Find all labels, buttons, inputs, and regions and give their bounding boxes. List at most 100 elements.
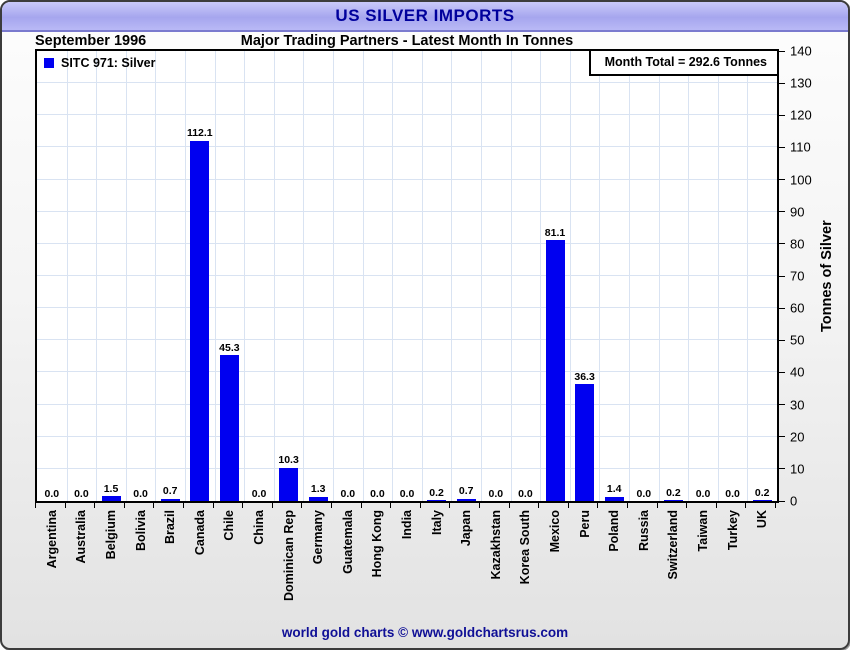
vertical-gridline [599,51,601,501]
x-tick [479,503,480,508]
x-tick [508,503,510,508]
bar [101,496,121,501]
bar-value-label: 0.0 [399,487,415,500]
bar-value-label: 0.2 [754,486,770,499]
vertical-gridline [392,51,394,501]
x-tick [301,503,303,508]
vertical-gridline [451,51,453,501]
x-axis-label-text: Korea South [518,510,533,585]
x-axis-label: Belgium [96,510,126,622]
bar-value-label: 0.0 [370,487,385,500]
vertical-gridline [303,51,305,501]
x-axis-label-text: Switzerland [666,510,681,580]
x-axis-label-text: Kazakhstan [488,510,503,580]
vertical-gridline [185,51,186,501]
x-tick [745,503,747,508]
horizontal-gridline [37,82,777,84]
x-tick [627,503,628,508]
x-axis-label-text: UK [755,510,770,529]
y-axis-labels: 0 10 20 30 40 50 60 70 80 90 100 110 120 130 140 [790,44,824,509]
x-axis-label-text: India [399,510,414,540]
x-axis-label: China [244,510,274,622]
legend-swatch-icon [44,58,54,68]
x-axis-label: Bolivia [126,510,156,622]
vertical-gridline [214,51,216,501]
x-axis-label: Taiwan [688,510,718,622]
period-label: September 1996 [35,33,147,49]
x-axis-label-text: Dominican Rep [281,510,296,601]
page-title: US SILVER IMPORTS [335,6,515,25]
y-tick [779,275,785,277]
x-axis-label: Guatemala [333,510,363,622]
x-axis-label-text: Canada [192,510,207,556]
bar [190,140,210,501]
y-tick [779,404,785,406]
x-axis-label-text: Hong Kong [370,510,385,578]
bar-value-label: 0.7 [458,485,474,498]
vertical-gridline [481,51,482,501]
x-tick [538,503,540,508]
vertical-gridline [244,51,246,501]
bar-value-label: 36.3 [574,370,595,383]
y-tick-label: 80 [790,236,805,252]
month-total-label: Month Total = 292.6 Tonnes [604,55,767,69]
bar [160,498,180,501]
x-axis-label: Turkey [718,510,748,622]
horizontal-gridline [37,178,777,180]
x-tick [390,503,392,508]
horizontal-gridline [37,242,777,244]
x-axis-label-text: China [251,510,266,545]
bar [427,500,447,501]
bar [604,496,624,501]
y-tick [779,50,785,52]
x-axis-labels: Argentina Australia Belgium Bolivia Brazil Ca… [35,510,779,622]
plot-area: 0.0 0.0 1.5 0.0 0.7 112.1 45.3 0.0 10.3 1.3 0.0 0.0… [35,49,779,503]
y-tick-label: 70 [790,268,805,284]
y-tick-label: 10 [790,461,805,477]
bar-value-label: 0.2 [666,486,681,499]
y-tick [779,146,785,148]
x-axis-label-text: Bolivia [133,510,148,551]
horizontal-gridline [37,339,777,341]
bar-value-label: 1.4 [606,483,622,495]
x-axis-label: Poland [599,510,629,622]
x-axis-label-text: Poland [607,510,622,552]
bar-value-label: 0.7 [162,485,178,498]
x-tick [775,503,776,508]
y-tick [779,371,785,373]
vertical-gridline [333,51,334,501]
vertical-gridline [569,51,571,501]
x-axis-label: Australia [67,510,97,622]
y-axis-title: Tonnes of Silver [819,220,835,332]
subtitle-row: September 1996 Major Trading Partners - … [35,33,779,50]
legend-label: SITC 971: Silver [61,56,156,70]
bar-value-label: 1.5 [103,482,119,495]
x-axis-label: Russia [629,510,659,622]
bar-value-label: 81.1 [544,226,566,239]
x-tick [153,503,155,508]
bar-value-label: 0.0 [74,487,89,500]
x-axis-label-text: Italy [429,510,444,536]
x-axis-label-text: Belgium [103,510,118,560]
x-axis-label-text: Argentina [44,510,59,569]
bar [279,467,299,501]
y-tick-label: 30 [790,397,805,413]
x-axis-label: Chile [215,510,245,622]
y-tick [779,468,785,470]
x-axis-label: Italy [422,510,452,622]
vertical-gridline [629,51,630,501]
x-axis-label: Brazil [155,510,185,622]
bar [456,498,476,501]
bar-value-label: 0.0 [133,487,148,500]
y-tick [779,179,785,181]
y-tick-label: 0 [790,493,798,509]
x-tick [419,503,421,508]
vertical-gridline [125,51,127,501]
horizontal-gridline [37,435,777,437]
vertical-gridline [688,51,690,501]
x-axis-label: UK [747,510,777,622]
x-axis-label: Korea South [511,510,541,622]
vertical-gridline [540,51,542,501]
x-axis-label-text: Chile [222,510,237,541]
bar-value-label: 0.2 [429,486,444,499]
